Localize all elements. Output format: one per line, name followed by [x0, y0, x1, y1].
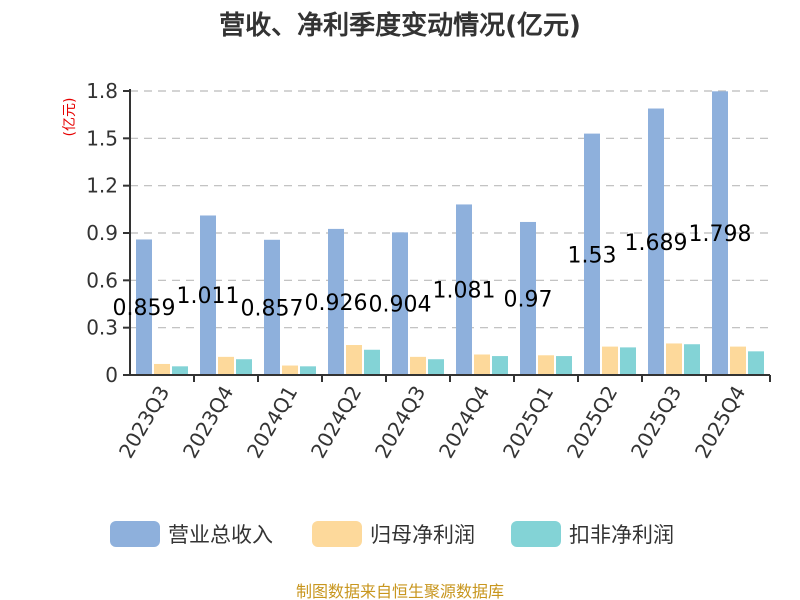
data-label: 1.689: [625, 231, 688, 256]
bar-series-3: [492, 356, 508, 375]
bar-series-3: [172, 366, 188, 375]
bar-series-1: [648, 108, 664, 375]
bar-series-1: [136, 239, 152, 375]
bar-series-2: [730, 346, 746, 375]
legend-label: 归母净利润: [370, 523, 475, 547]
bar-series-1: [456, 204, 472, 375]
bar-series-3: [300, 366, 316, 375]
bar-series-1: [584, 133, 600, 375]
bar-series-1: [200, 215, 216, 375]
x-tick-label: 2024Q1: [242, 382, 302, 463]
data-label: 1.53: [568, 243, 617, 268]
bar-series-1: [264, 239, 280, 375]
bar-series-2: [346, 345, 362, 375]
bar-series-2: [666, 343, 682, 375]
bar-series-3: [620, 347, 636, 375]
legend-label: 扣非净利润: [569, 523, 674, 547]
data-label: 1.081: [433, 279, 496, 304]
x-tick-label: 2024Q3: [370, 382, 430, 463]
y-tick-label: 0.9: [86, 221, 118, 245]
data-label: 0.926: [305, 291, 368, 316]
legend-label: 营业总收入: [168, 523, 273, 547]
bar-series-3: [428, 359, 444, 375]
data-label: 1.798: [689, 222, 752, 247]
bar-series-1: [712, 91, 728, 375]
bar-series-2: [218, 356, 234, 375]
legend-swatch: [110, 521, 160, 547]
data-label: 0.859: [113, 296, 176, 321]
chart-title: 营收、净利季度变动情况(亿元): [219, 10, 581, 41]
x-tick-label: 2025Q2: [562, 382, 622, 463]
y-tick-label: 1.2: [86, 174, 118, 198]
data-label: 0.904: [369, 293, 432, 318]
bar-series-2: [474, 354, 490, 375]
x-tick-label: 2023Q3: [114, 382, 174, 463]
x-tick-label: 2023Q4: [178, 382, 238, 463]
source-note: 制图数据来自恒生聚源数据库: [296, 582, 504, 600]
bar-series-2: [410, 356, 426, 375]
y-tick-label: 0.3: [86, 316, 118, 340]
bar-series-3: [236, 359, 252, 375]
data-label: 0.97: [504, 287, 553, 312]
x-tick-label: 2025Q4: [690, 382, 750, 463]
bar-series-2: [538, 355, 554, 375]
x-tick-label: 2024Q2: [306, 382, 366, 463]
y-tick-label: 0: [105, 363, 118, 387]
x-tick-label: 2025Q3: [626, 382, 686, 463]
legend-swatch: [312, 521, 362, 547]
bar-series-1: [520, 221, 536, 375]
bar-series-3: [364, 349, 380, 375]
bar-series-3: [556, 356, 572, 375]
legend: 营业总收入 归母净利润 扣非净利润: [110, 521, 674, 547]
y-tick-label: 1.8: [86, 79, 118, 103]
bar-series-1: [392, 232, 408, 375]
bar-series-1: [328, 228, 344, 375]
bar-series-3: [684, 344, 700, 375]
x-tick-label: 2024Q4: [434, 382, 494, 463]
y-tick-label: 0.6: [86, 268, 118, 292]
bar-series-2: [282, 365, 298, 375]
bar-series-2: [602, 346, 618, 375]
x-tick-label: 2025Q1: [498, 382, 558, 463]
legend-swatch: [511, 521, 561, 547]
bars: [136, 91, 764, 375]
y-tick-label: 1.5: [86, 126, 118, 150]
data-label: 0.857: [241, 296, 304, 321]
bar-series-2: [154, 363, 170, 375]
data-label: 1.011: [177, 284, 240, 309]
bar-series-3: [748, 351, 764, 375]
y-axis-label: (亿元): [62, 98, 78, 137]
